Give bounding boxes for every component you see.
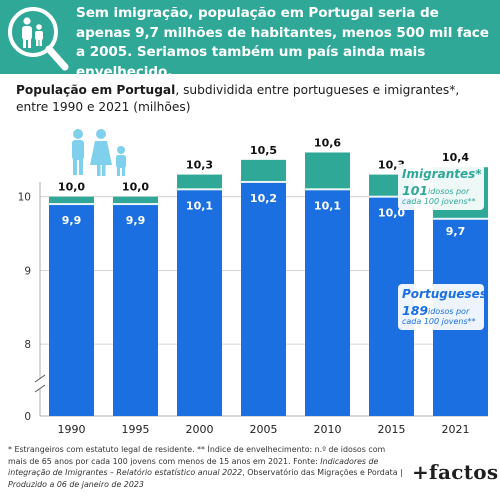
x-tick-2021: 2021: [442, 423, 470, 436]
chart-subtitle: População em Portugal, subdividida entre…: [16, 82, 492, 116]
bar-portugueses-1995: [113, 204, 158, 416]
total-label-2005: 10,5: [250, 144, 277, 157]
y-tick-8: 8: [24, 339, 31, 351]
x-tick-2015: 2015: [378, 423, 406, 436]
x-tick-1995: 1995: [122, 423, 150, 436]
bar-portugueses-1990: [49, 204, 94, 416]
x-tick-2000: 2000: [186, 423, 214, 436]
bar-portugueses-2005: [241, 181, 286, 416]
footnote-line4-em: Produzido a 06 de janeiro de 2023: [8, 479, 144, 489]
subtitle-bold: População em Portugal: [16, 83, 176, 97]
legend-line1-portugueses: idosos por: [428, 307, 470, 316]
footnote-line2-em: Indicadores de: [320, 456, 379, 466]
total-label-1995: 10,0: [122, 181, 149, 194]
bar-imigrantes-1990: [49, 196, 94, 205]
total-label-2021: 10,4: [442, 151, 469, 164]
footnote: * Estrangeiros com estatuto legal de res…: [8, 444, 408, 490]
portugueses-label-2000: 10,1: [186, 199, 213, 212]
axis-break-mark-1: [34, 374, 46, 383]
bar-imigrantes-2005: [241, 159, 286, 182]
bar-divider-2021: [433, 217, 488, 220]
bar-divider-2005: [241, 180, 286, 183]
bar-portugueses-2000: [177, 189, 222, 416]
portugueses-label-1990: 9,9: [62, 214, 82, 227]
footnote-line1: * Estrangeiros com estatuto legal de res…: [8, 445, 386, 454]
bar-imigrantes-1995: [113, 196, 158, 205]
axis-break-mark-2: [34, 384, 46, 393]
portugueses-label-2005: 10,2: [250, 192, 277, 205]
legend-box-imigrantes: [398, 164, 484, 210]
family-icon: [72, 129, 126, 176]
legend-line2-portugueses: cada 100 jovens**: [402, 317, 476, 326]
portugueses-label-2021: 9,7: [446, 225, 466, 238]
y-tick-9: 9: [24, 265, 31, 277]
total-label-2000: 10,3: [186, 159, 213, 172]
population-chart: 10,0 9,9 10,0 9,9 10,3 10,1 10,5 10,2 10,6 10,1 10…: [18, 129, 488, 436]
legend-value-portugueses: 189: [402, 303, 428, 318]
bar-divider-2000: [177, 188, 222, 191]
total-label-2010: 10,6: [314, 136, 341, 149]
footnote-line3-em: integração de Imigrantes – Relatório est…: [8, 468, 243, 478]
bar-divider-1990: [49, 203, 94, 206]
y-tick-0: 0: [24, 411, 31, 423]
portugueses-label-2015: 10,0: [378, 207, 405, 220]
bar-divider-2010: [305, 188, 350, 191]
legend-line2-imigrantes: cada 100 jovens**: [402, 197, 476, 206]
bar-divider-2015: [369, 195, 414, 198]
y-tick-10: 10: [18, 192, 31, 204]
footnote-line2: mais de 65 anos por cada 100 jovens com …: [8, 456, 318, 466]
x-tick-2010: 2010: [314, 423, 342, 436]
portugueses-label-1995: 9,9: [126, 214, 146, 227]
legend-title-imigrantes: Imigrantes*: [402, 167, 482, 181]
bar-imigrantes-2010: [305, 152, 350, 190]
subtitle-rest: , subdividida entre portugueses e imigra…: [16, 83, 460, 114]
portugueses-label-2010: 10,1: [314, 199, 341, 212]
factos-logo: +factos: [412, 460, 499, 484]
bar-portugueses-2010: [305, 189, 350, 416]
legend-title-portugueses: Portugueses: [402, 287, 487, 301]
header-banner: Sem imigração, população em Portugal ser…: [0, 0, 500, 80]
magnifier-family-icon: [8, 7, 69, 71]
x-tick-2005: 2005: [250, 423, 278, 436]
legend-box-portugueses: [398, 284, 484, 330]
legend-line1-imigrantes: idosos por: [428, 187, 470, 196]
legend-value-imigrantes: 101: [402, 183, 428, 198]
total-label-1990: 10,0: [58, 181, 85, 194]
bar-divider-1995: [113, 203, 158, 206]
bar-imigrantes-2000: [177, 174, 222, 190]
footnote-line3: , Observatório das Migrações e Pordata |: [242, 468, 403, 478]
x-tick-1990: 1990: [58, 423, 86, 436]
header-title: Sem imigração, população em Portugal ser…: [76, 5, 489, 80]
